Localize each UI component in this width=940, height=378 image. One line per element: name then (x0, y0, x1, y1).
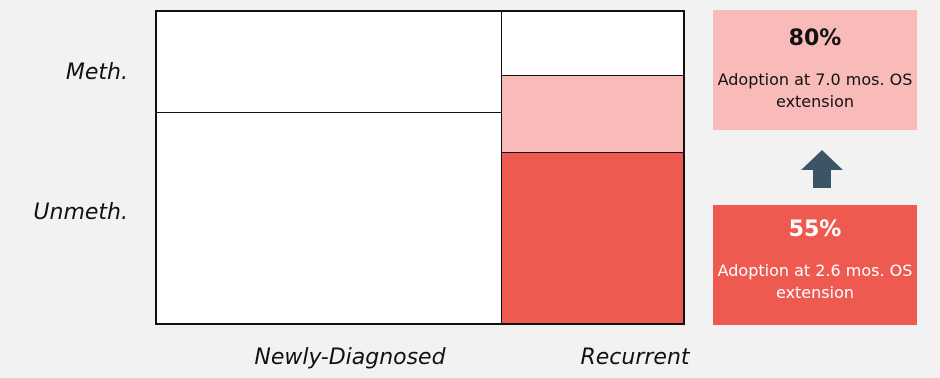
callout-55-percent: 55% Adoption at 2.6 mos. OS extension (713, 205, 917, 325)
cell-newly-meth (155, 10, 503, 114)
cell-newly-unmeth (155, 113, 503, 325)
row-label-unmeth: Unmeth. (33, 200, 128, 225)
chart-frame (155, 10, 685, 325)
cell-recurrent-unmeth-adoption (502, 153, 685, 325)
callout-80-percent: 80% Adoption at 7.0 mos. OS extension (713, 10, 917, 130)
row-label-meth: Meth. (65, 60, 128, 85)
callout-high-text: Adoption at 7.0 mos. OS extension (717, 70, 913, 111)
col-label-recurrent: Recurrent (580, 345, 690, 370)
callout-low-text: Adoption at 2.6 mos. OS extension (717, 261, 913, 302)
callout-high-percent: 80% (788, 26, 842, 51)
callout-low-percent: 55% (788, 217, 842, 242)
col-label-newly-diagnosed: Newly-Diagnosed (254, 345, 446, 370)
arrow-up-icon (801, 150, 843, 188)
